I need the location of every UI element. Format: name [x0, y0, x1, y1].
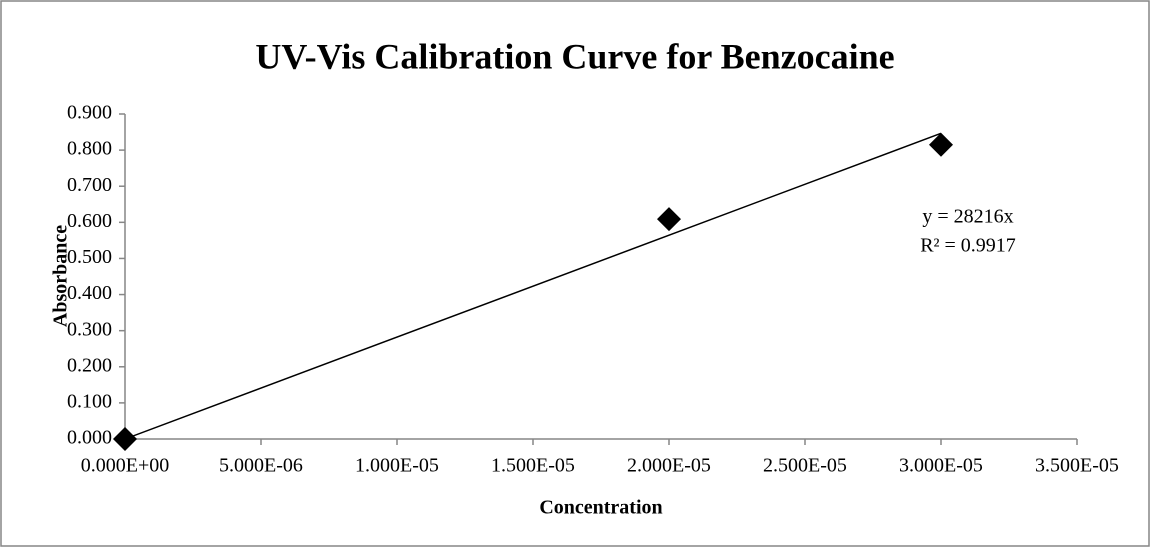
x-tick-label: 3.000E-05 — [899, 455, 983, 477]
y-tick-label: 0.900 — [67, 102, 112, 124]
x-tick-label: 3.500E-05 — [1035, 455, 1119, 477]
data-point — [929, 132, 953, 157]
trendline — [124, 132, 942, 440]
y-tick-label: 0.500 — [67, 246, 112, 268]
y-tick-label: 0.700 — [67, 174, 112, 196]
y-tick-label: 0.400 — [67, 282, 112, 304]
x-tick-label: 5.000E-06 — [219, 455, 303, 477]
y-tick-label: 0.100 — [67, 390, 112, 412]
chart-title: UV-Vis Calibration Curve for Benzocaine — [255, 36, 894, 76]
x-tick-label: 0.000E+00 — [81, 455, 170, 477]
data-point — [113, 427, 137, 451]
y-tick-label: 0.600 — [67, 210, 112, 232]
y-tick-label: 0.200 — [67, 354, 112, 376]
x-tick-label: 1.000E-05 — [355, 455, 439, 477]
y-tick-label: 0.800 — [67, 138, 112, 160]
x-tick-label: 2.000E-05 — [627, 455, 711, 477]
data-point — [657, 207, 681, 232]
x-axis-title: Concentration — [539, 497, 662, 519]
y-tick-label: 0.300 — [67, 318, 112, 340]
trendline-equation: y = 28216x — [922, 206, 1013, 228]
y-axis-title: Absorbance — [50, 225, 72, 327]
x-tick-label: 2.500E-05 — [763, 455, 847, 477]
trendline-r-squared: R² = 0.9917 — [920, 235, 1016, 257]
x-tick-label: 1.500E-05 — [491, 455, 575, 477]
y-tick-label: 0.000 — [67, 427, 112, 449]
